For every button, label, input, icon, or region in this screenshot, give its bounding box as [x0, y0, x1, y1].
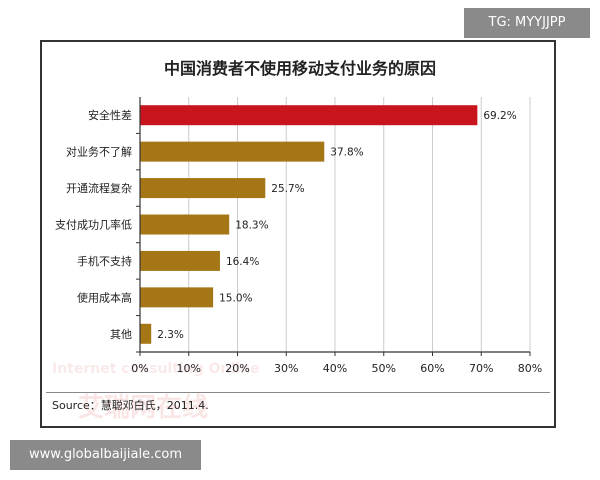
bar-2 — [140, 178, 266, 199]
x-tick-label-0: 0% — [131, 362, 148, 375]
category-label-3: 支付成功几率低 — [55, 218, 132, 232]
x-tick-label-50: 50% — [372, 362, 396, 375]
footer-url-tag: www.globalbaijiale.com — [10, 440, 201, 470]
category-label-1: 对业务不了解 — [66, 145, 132, 159]
value-label-6: 2.3% — [157, 329, 184, 341]
bar-3 — [140, 214, 230, 235]
source-note: Source：慧聪邓白氏，2011.4. — [52, 399, 209, 412]
value-label-2: 25.7% — [271, 183, 304, 195]
value-label-3: 18.3% — [235, 220, 268, 232]
bar-0 — [140, 105, 478, 126]
x-tick-label-30: 30% — [274, 362, 298, 375]
bars — [140, 105, 478, 344]
axes — [136, 97, 531, 356]
x-tick-label-20: 20% — [225, 362, 249, 375]
x-tick-label-80: 80% — [518, 362, 542, 375]
value-label-4: 16.4% — [226, 256, 259, 268]
category-label-2: 开通流程复杂 — [66, 181, 132, 195]
category-label-4: 手机不支持 — [77, 254, 132, 268]
category-label-6: 其他 — [110, 328, 132, 341]
bar-4 — [140, 250, 220, 271]
x-tick-label-70: 70% — [469, 362, 493, 375]
source-divider — [46, 392, 550, 393]
value-label-1: 37.8% — [330, 147, 363, 159]
bar-6 — [140, 323, 152, 344]
bar-5 — [140, 287, 214, 308]
category-label-5: 使用成本高 — [77, 290, 132, 304]
chart-frame — [40, 40, 556, 428]
chart-title: 中国消费者不使用移动支付业务的原因 — [163, 59, 436, 78]
x-tick-label-40: 40% — [323, 362, 347, 375]
x-tick-label-10: 10% — [177, 362, 201, 375]
x-tick-label-60: 60% — [420, 362, 444, 375]
category-label-0: 安全性差 — [88, 108, 132, 122]
grid-lines — [188, 97, 531, 352]
watermark-chinese: 艾瑞网在线 — [78, 393, 208, 423]
value-label-5: 15.0% — [219, 292, 252, 304]
labels: 0% 10% 20% 30% 40% 50% 60% 70% 80% 安全性差 69.2% 对业务不了… — [55, 108, 542, 375]
value-label-0: 69.2% — [483, 110, 516, 122]
watermark-tag: TG: MYYJJPP — [464, 8, 590, 38]
bar-1 — [140, 141, 325, 162]
watermark-english: Internet consulting Online — [52, 361, 260, 377]
